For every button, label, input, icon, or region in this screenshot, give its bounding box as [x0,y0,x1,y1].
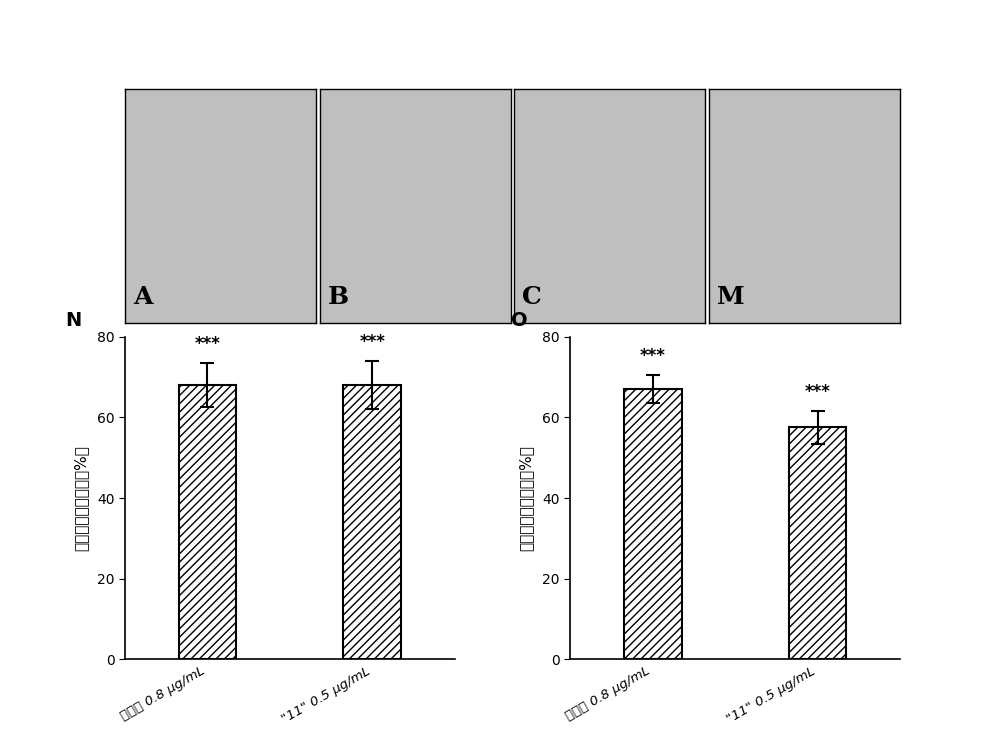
Text: N: N [66,311,82,330]
Text: ***: *** [195,335,220,353]
Text: C: C [522,285,542,309]
Bar [179,385,236,659]
Bar [343,385,401,659]
Bar [789,428,846,659]
Text: B: B [327,285,348,309]
Bar [624,389,682,659]
Text: O: O [511,311,527,330]
Text: ***: *** [805,383,830,401]
Text: M: M [717,285,744,309]
Y-axis label: 静脉淤血改善作用（%）: 静脉淤血改善作用（%） [519,445,534,551]
Text: A: A [133,285,152,309]
Text: ***: *** [640,347,666,365]
Y-axis label: 心脔扇大改善作用（%）: 心脔扇大改善作用（%） [74,445,89,551]
Text: ***: *** [359,333,385,350]
